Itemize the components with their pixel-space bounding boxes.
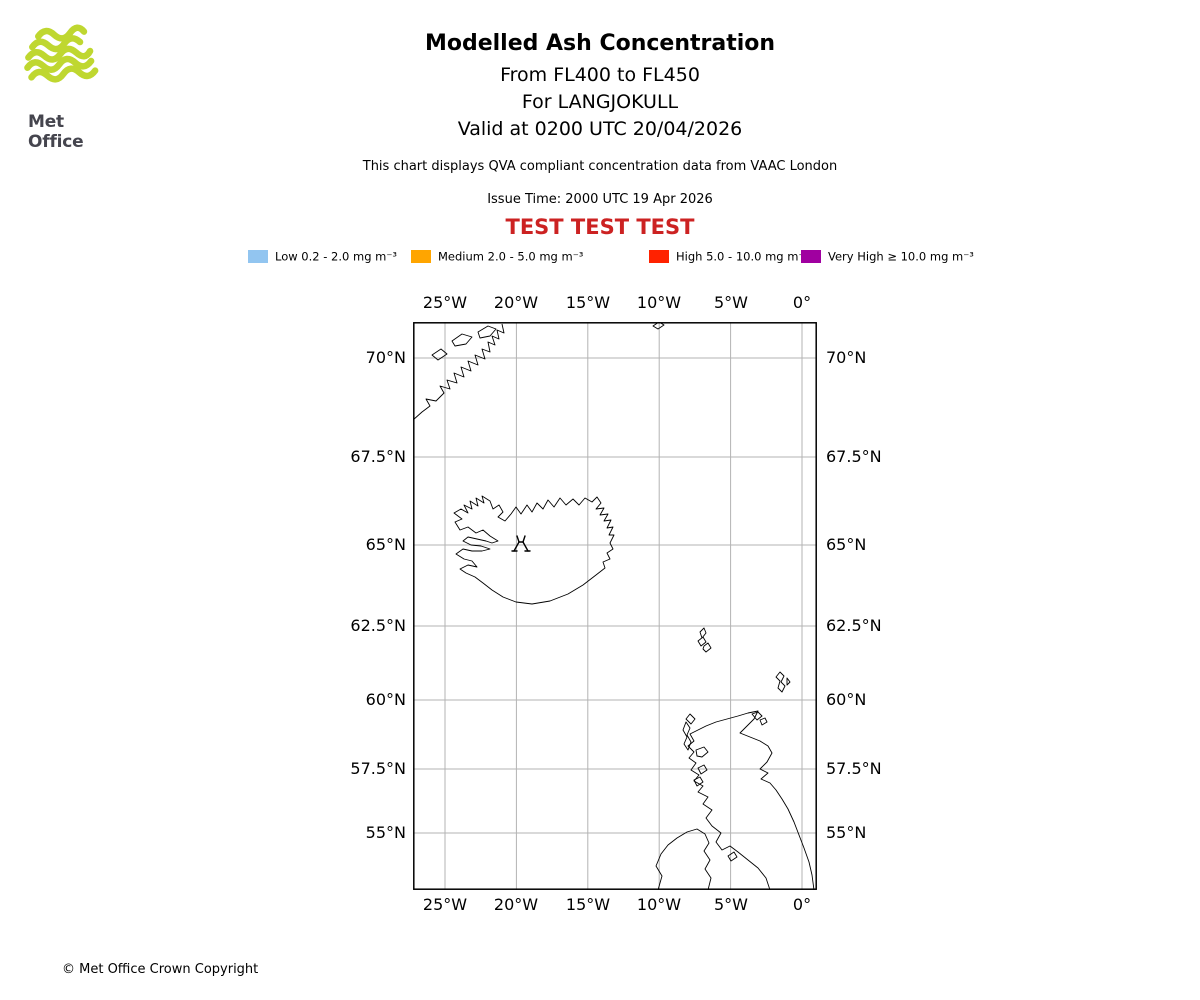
legend-swatch-high <box>649 250 669 263</box>
x-tick-label-top: 5°W <box>714 293 748 312</box>
coastline-faroes <box>697 627 712 653</box>
x-tick-label-top: 25°W <box>422 293 468 312</box>
map-canvas <box>413 322 817 890</box>
x-tick-label-top: 10°W <box>636 293 682 312</box>
x-tick-label-top: 20°W <box>493 293 539 312</box>
flight-level-subtitle: From FL400 to FL450 <box>500 64 700 86</box>
legend-swatch-low <box>248 250 268 263</box>
y-tick-label-right: 62.5°N <box>826 616 882 635</box>
legend-label-high: High 5.0 - 10.0 mg m⁻³ <box>676 249 810 264</box>
y-tick-label-left: 55°N <box>365 823 406 842</box>
qva-description: This chart displays QVA compliant concen… <box>362 159 838 174</box>
x-tick-label-bottom: 20°W <box>493 895 539 914</box>
legend-label-medium: Medium 2.0 - 5.0 mg m⁻³ <box>438 249 584 264</box>
y-tick-label-right: 70°N <box>826 348 867 367</box>
y-tick-label-right: 57.5°N <box>826 759 882 778</box>
legend-swatch-very-high <box>801 250 821 263</box>
x-tick-label-bottom: 0° <box>792 895 812 914</box>
legend-item-medium: Medium 2.0 - 5.0 mg m⁻³ <box>411 246 584 264</box>
x-tick-label-top: 0° <box>792 293 812 312</box>
y-tick-label-left: 70°N <box>365 348 406 367</box>
legend-item-very-high: Very High ≥ 10.0 mg m⁻³ <box>801 246 974 264</box>
coastline-greenland <box>413 323 505 421</box>
x-tick-label-bottom: 15°W <box>565 895 611 914</box>
coastlines <box>413 322 815 890</box>
x-tick-label-bottom: 10°W <box>636 895 682 914</box>
coastline-hebrides <box>682 713 696 751</box>
graticule-grid-lines <box>413 322 817 890</box>
copyright-notice: © Met Office Crown Copyright <box>62 962 259 977</box>
met-office-logo: Met Office <box>14 20 124 152</box>
coastline-greenland-islands <box>431 325 497 361</box>
x-tick-label-top: 15°W <box>565 293 611 312</box>
met-office-logo-waves <box>24 24 99 83</box>
y-tick-label-right: 65°N <box>826 535 867 554</box>
valid-time-subtitle: Valid at 0200 UTC 20/04/2026 <box>457 118 743 140</box>
issue-time: Issue Time: 2000 UTC 19 Apr 2026 <box>487 192 713 207</box>
coastline-shetland <box>775 671 791 693</box>
legend-label-low: Low 0.2 - 2.0 mg m⁻³ <box>275 249 398 264</box>
coastline-orkney <box>751 711 768 726</box>
y-tick-label-right: 67.5°N <box>826 447 882 466</box>
coastline-great-britain <box>687 710 815 890</box>
met-office-logo-text: Met Office <box>28 112 84 152</box>
legend-swatch-medium <box>411 250 431 263</box>
y-tick-label-left: 65°N <box>365 535 406 554</box>
y-tick-label-left: 57.5°N <box>350 759 406 778</box>
coastline-ireland <box>655 828 712 890</box>
y-tick-label-right: 55°N <box>826 823 867 842</box>
legend-item-low: Low 0.2 - 2.0 mg m⁻³ <box>248 246 398 264</box>
legend-label-very-high: Very High ≥ 10.0 mg m⁻³ <box>828 249 974 264</box>
logo-wave-group <box>24 24 99 83</box>
y-tick-label-left: 60°N <box>365 690 406 709</box>
volcano-icon <box>511 535 531 552</box>
legend-item-high: High 5.0 - 10.0 mg m⁻³ <box>649 246 810 264</box>
coastline-inner-isles <box>693 746 709 787</box>
x-tick-label-bottom: 5°W <box>714 895 748 914</box>
y-tick-label-left: 67.5°N <box>350 447 406 466</box>
y-tick-label-right: 60°N <box>826 690 867 709</box>
volcano-subtitle: For LANGJOKULL <box>521 91 679 113</box>
map-border <box>413 322 817 890</box>
x-tick-label-bottom: 25°W <box>422 895 468 914</box>
coastline-isle-of-man <box>727 851 738 862</box>
coastline-iceland <box>453 495 615 605</box>
page-title: Modelled Ash Concentration <box>424 31 776 56</box>
y-tick-label-left: 62.5°N <box>350 616 406 635</box>
test-banner: TEST TEST TEST <box>505 215 695 239</box>
